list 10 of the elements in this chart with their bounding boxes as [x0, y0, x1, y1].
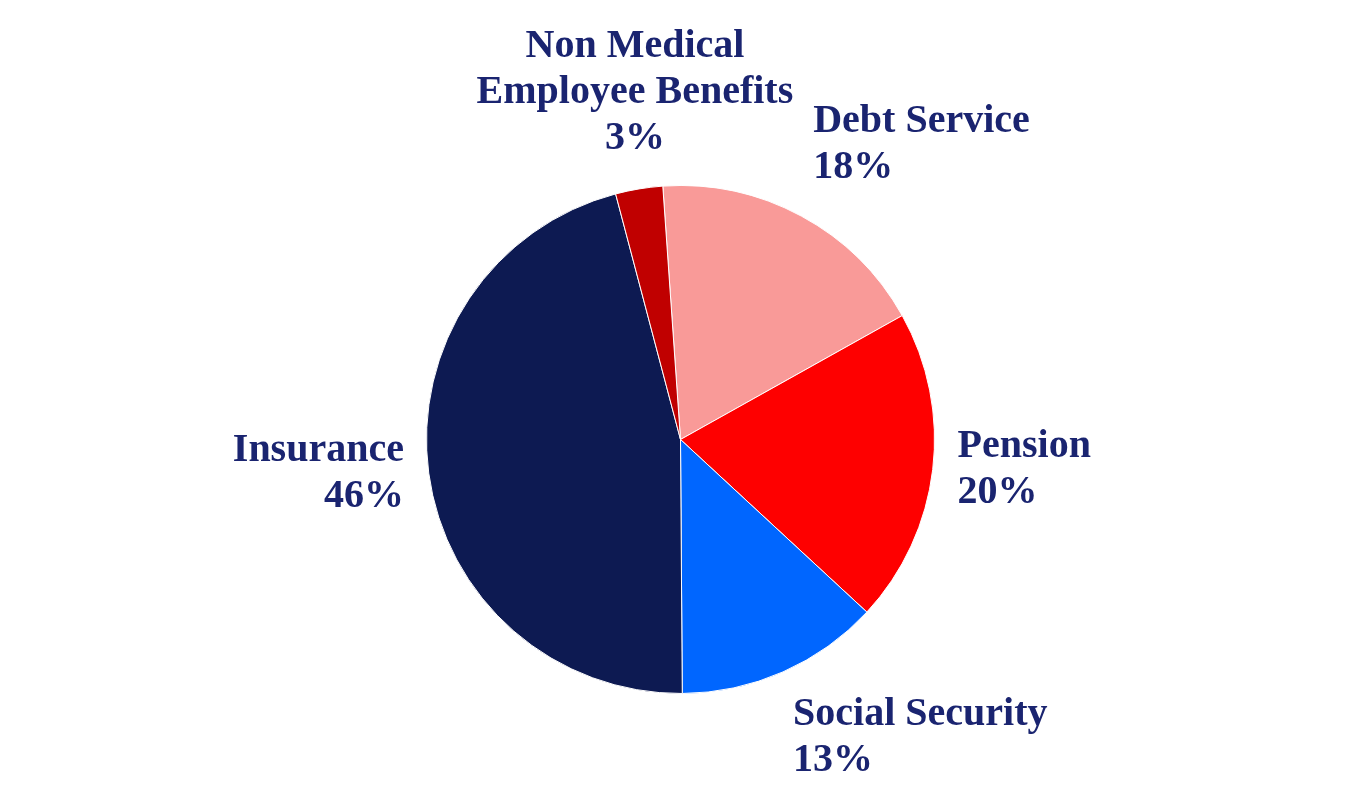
data-label: 46% [323, 470, 404, 516]
slice-label: Non Medical Employee Benefits [476, 20, 794, 112]
slice-label: Pension [957, 420, 1091, 466]
data-label: 3% [604, 112, 665, 158]
data-label: 18% [813, 142, 894, 188]
data-label: 20% [957, 466, 1038, 512]
data-label: 13% [793, 735, 874, 781]
slice-label: Social Security [793, 689, 1048, 735]
slice-label: Debt Service [813, 96, 1030, 142]
slice-label: Insurance [232, 424, 404, 470]
